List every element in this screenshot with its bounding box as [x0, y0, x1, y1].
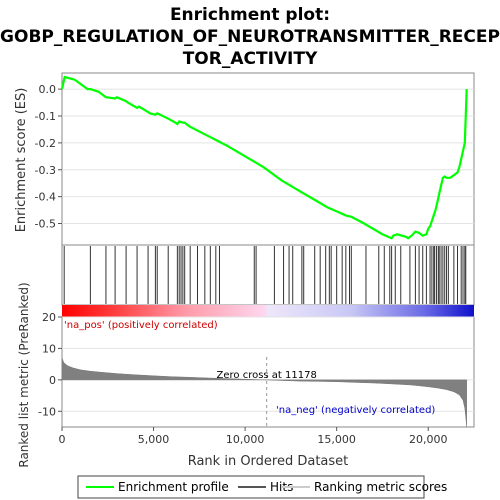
es-y-ticks: 0.0 -0.1 -0.2 -0.3 -0.4 -0.5 — [35, 83, 62, 231]
hits-panel-frame — [61, 244, 475, 306]
metric-x-tick-label: 5,000 — [138, 433, 170, 446]
legend-label-ranking-metric-scores: Ranking metric scores — [314, 480, 447, 494]
hits-panel — [61, 244, 475, 306]
metric-panel-frame — [61, 316, 475, 428]
positive-correlation-label: 'na_pos' (positively correlated) — [64, 320, 218, 331]
es-y-tick-label: -0.4 — [35, 191, 56, 204]
negative-correlation-label: 'na_neg' (negatively correlated) — [276, 405, 435, 416]
ranking-color-bar — [62, 305, 474, 317]
metric-panel: 20 10 0 -10 0 5,000 10,000 15,000 20,000 'na_po… — [17, 282, 475, 469]
es-y-tick-label: -0.5 — [35, 218, 56, 231]
metric-x-tick-label: 20,000 — [409, 433, 448, 446]
chart-title-line-2: GOBP_REGULATION_OF_NEUROTRANSMITTER_RECE… — [0, 27, 500, 47]
es-y-tick-label: -0.2 — [35, 137, 56, 150]
chart-title-line-1: Enrichment plot: — [170, 5, 330, 25]
es-y-axis-label: Enrichment score (ES) — [14, 88, 29, 233]
metric-x-axis-label: Rank in Ordered Dataset — [188, 454, 349, 469]
ranking-metric-area — [61, 357, 467, 428]
metric-y-tick-label: 10 — [42, 342, 56, 355]
chart-title-line-3: TOR_ACTIVITY — [183, 49, 318, 69]
es-y-tick-label: 0.0 — [39, 83, 57, 96]
zero-cross-label: Zero cross at 11178 — [217, 370, 317, 381]
legend-label-hits: Hits — [270, 480, 293, 494]
es-panel-frame — [61, 72, 475, 246]
es-y-tick-label: -0.1 — [35, 110, 56, 123]
es-panel: 0.0 -0.1 -0.2 -0.3 -0.4 -0.5 Enrichment score… — [14, 72, 475, 246]
legend: Enrichment profile Hits Ranking metric s… — [77, 475, 447, 499]
metric-y-tick-label: 20 — [42, 311, 56, 324]
es-gridlines — [62, 88, 474, 224]
metric-x-ticks: 0 5,000 10,000 15,000 20,000 — [59, 427, 448, 446]
metric-x-tick-label: 15,000 — [317, 433, 356, 446]
metric-x-tick-label: 10,000 — [226, 433, 265, 446]
metric-y-ticks: 20 10 0 -10 — [38, 311, 62, 418]
enrichment-profile-line — [60, 75, 468, 240]
es-y-tick-label: -0.3 — [35, 164, 56, 177]
metric-y-tick-label: -10 — [38, 405, 56, 418]
metric-y-axis-label: Ranked list metric (PreRanked) — [17, 282, 31, 467]
ranking-color-bar-rect — [62, 305, 474, 317]
hit-marks — [63, 246, 467, 304]
legend-label-enrichment-profile: Enrichment profile — [118, 480, 229, 494]
metric-x-tick-label: 0 — [59, 433, 66, 446]
metric-y-tick-label: 0 — [49, 374, 56, 387]
